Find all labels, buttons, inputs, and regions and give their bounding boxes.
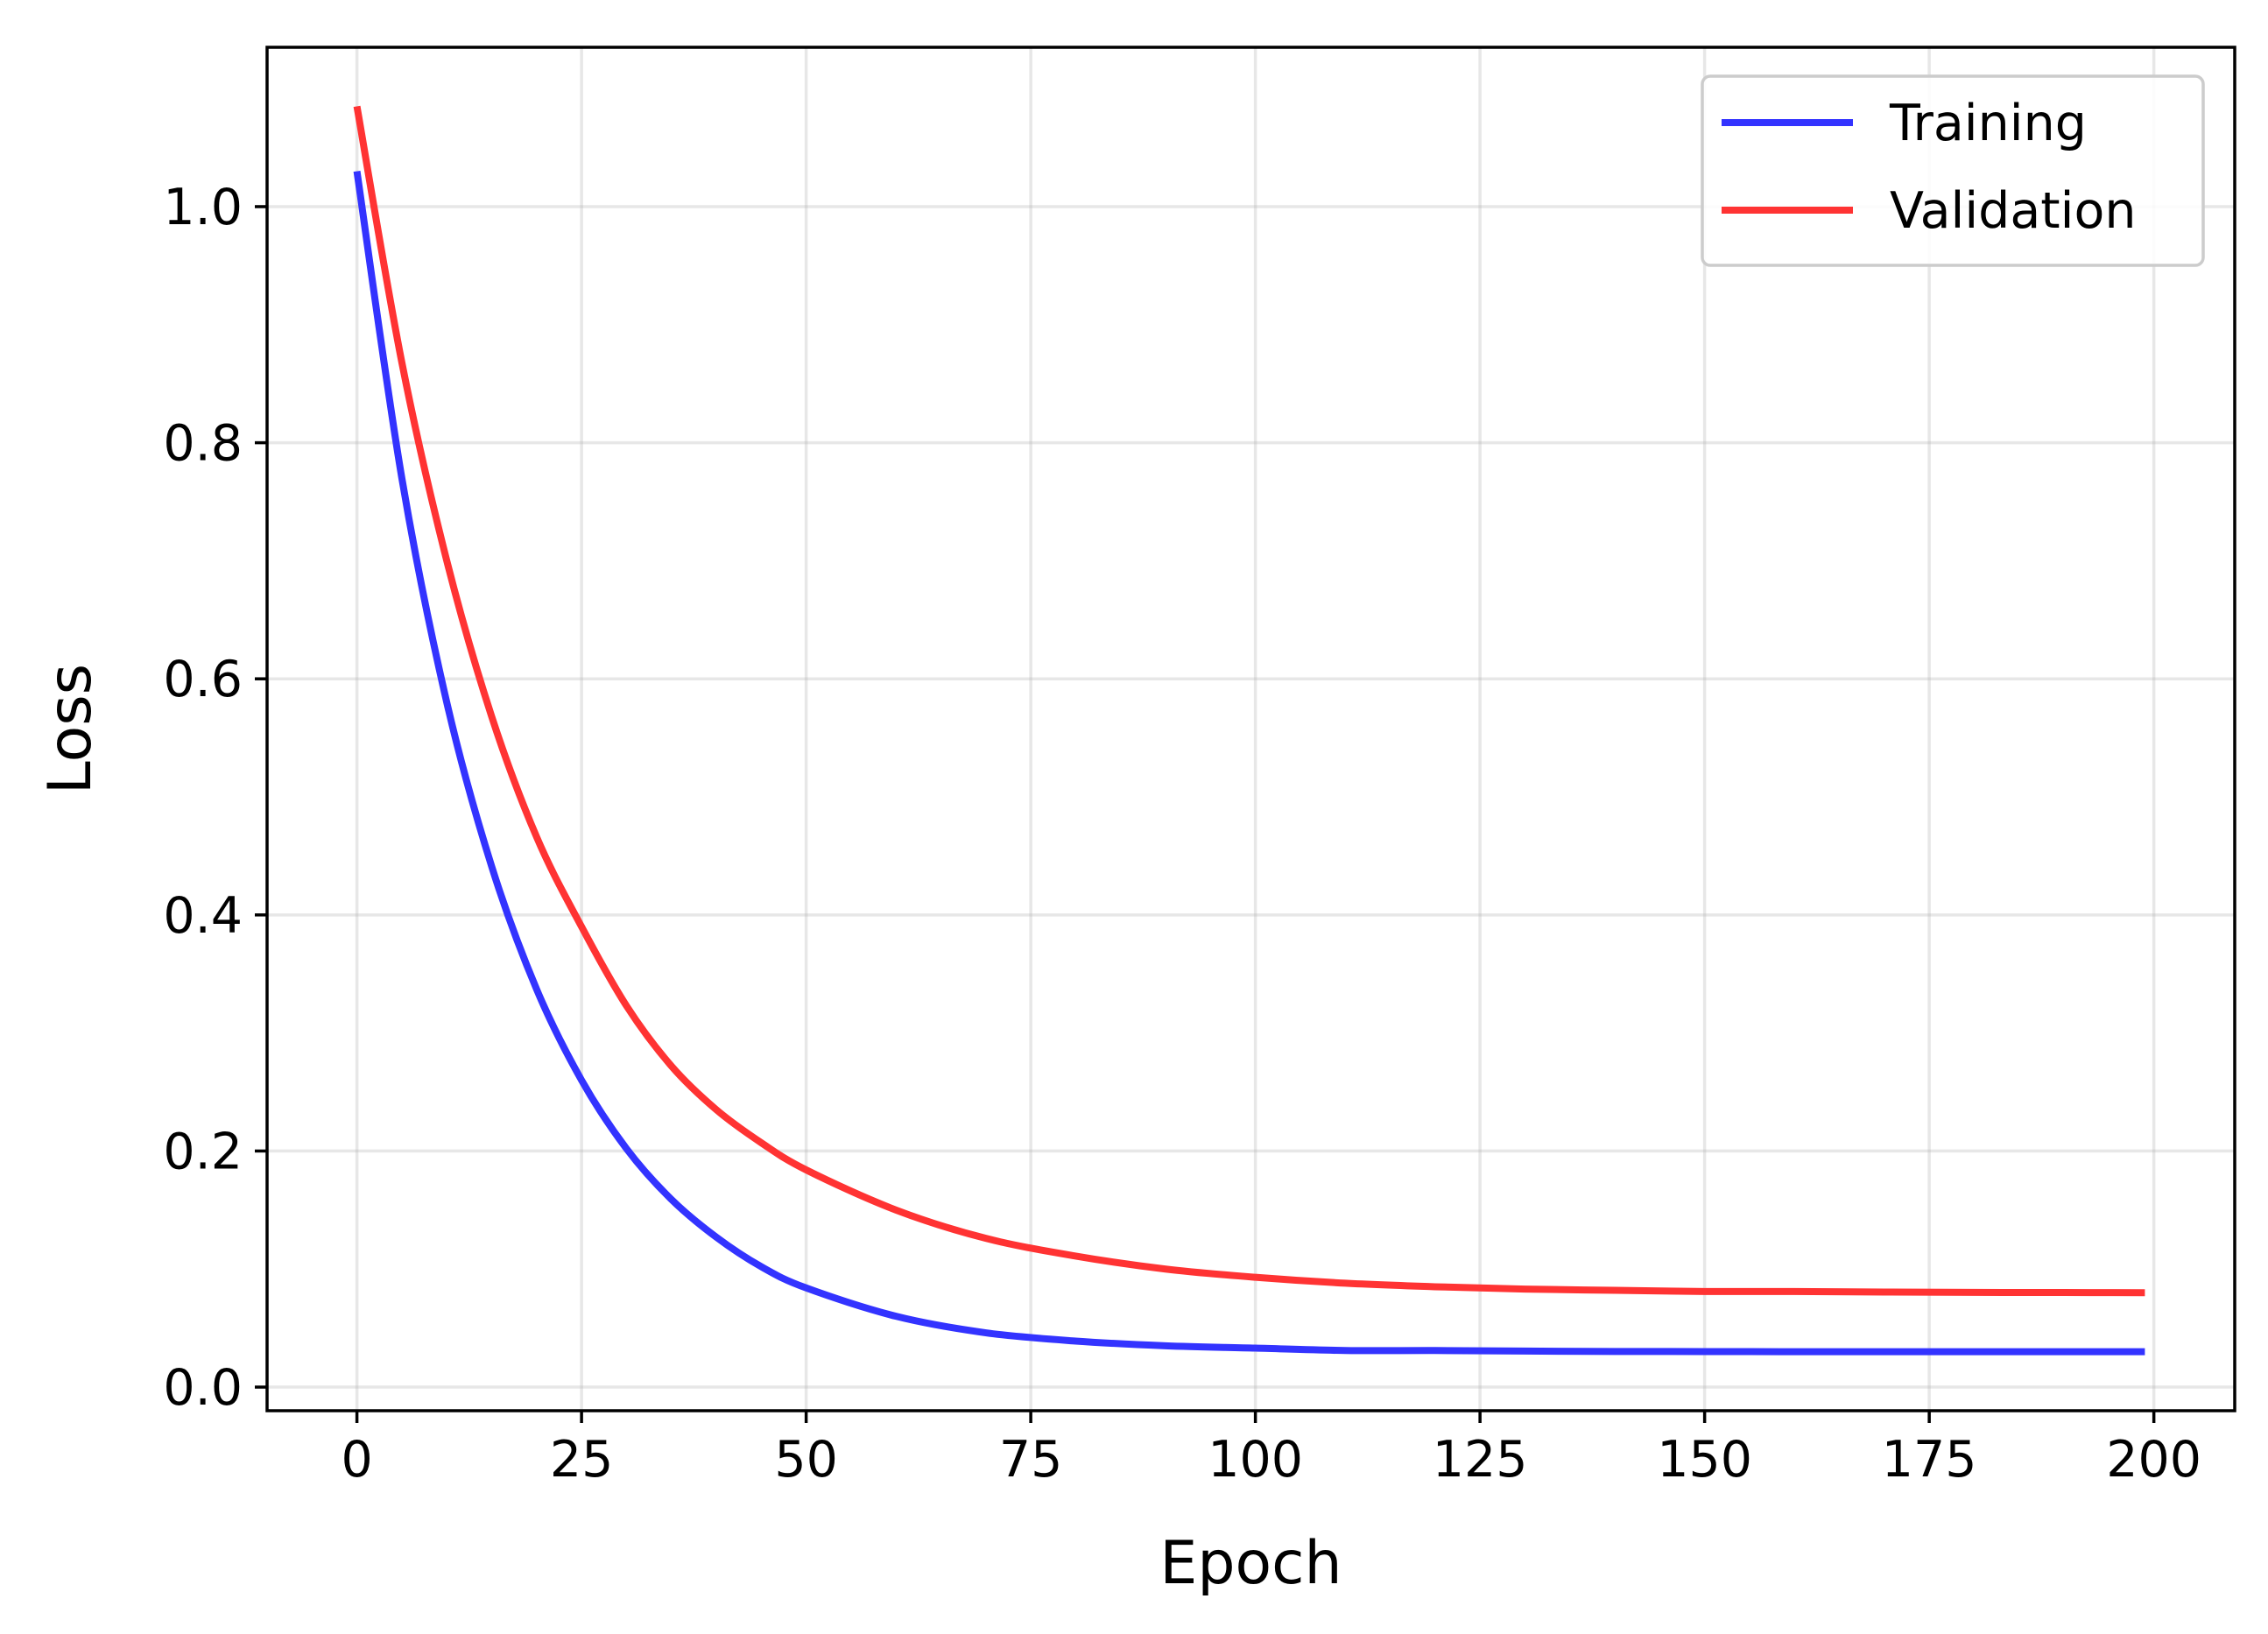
x-tick-label: 125 [1433,1431,1528,1489]
y-tick-label: 0.8 [163,415,243,473]
x-tick-label: 0 [341,1431,372,1489]
y-tick-label: 0.6 [163,651,243,708]
series-lines [353,105,2145,1356]
y-tick-label: 1.0 [163,179,243,236]
y-tick-label: 0.4 [163,887,243,945]
series-line-validation [353,105,2145,1297]
y-axis-label: Loss [36,664,105,794]
x-tick-label: 75 [999,1431,1063,1489]
x-tick-label: 175 [1882,1431,1977,1489]
x-tick-label: 50 [774,1431,838,1489]
y-tick-label: 0.2 [163,1123,243,1180]
axis-ticks: 0 25 50 75 100 125 150 175 200 0.0 0.2 0.4 0.6 0.8 1.0 [163,179,2201,1489]
x-tick-label: 100 [1208,1431,1303,1489]
x-axis-label: Epoch [1159,1529,1342,1598]
legend-label-validation: Validation [1890,182,2136,240]
plot-area-frame [265,46,2236,1412]
x-tick-label: 150 [1657,1431,1752,1489]
x-tick-label: 25 [550,1431,614,1489]
grid [267,47,2235,1411]
x-tick-label: 200 [2106,1431,2201,1489]
legend: Training Validation [1701,74,2205,267]
series-line-training [353,170,2145,1356]
y-tick-label: 0.0 [163,1359,243,1417]
legend-label-training: Training [1889,95,2087,152]
